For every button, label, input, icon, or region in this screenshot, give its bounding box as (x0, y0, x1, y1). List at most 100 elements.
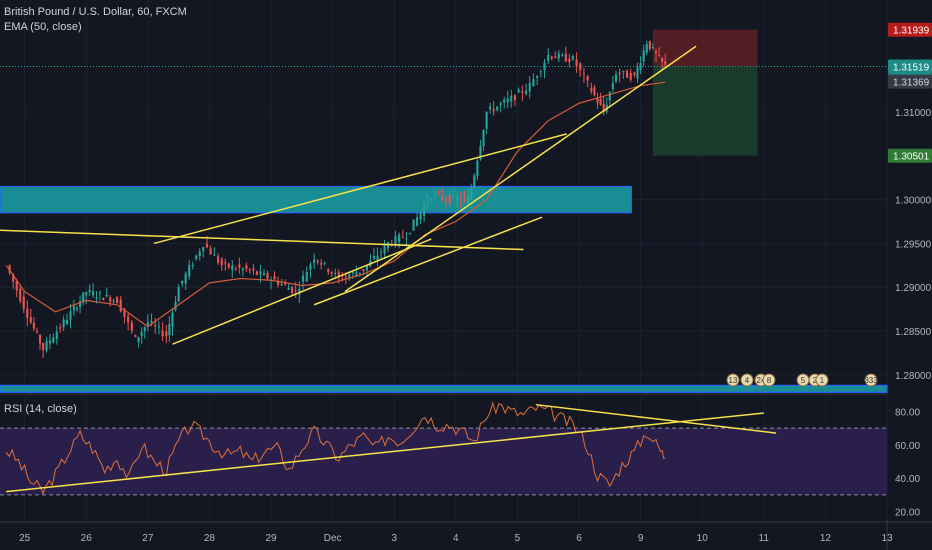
candle-body (348, 274, 351, 280)
candle-body (161, 330, 164, 337)
event-marker-3 (762, 373, 776, 387)
event-marker-6 (815, 373, 829, 387)
candle-body (262, 273, 266, 276)
candle-body (316, 260, 319, 262)
event-count-3: 8 (767, 376, 772, 385)
event-marker-7 (864, 373, 878, 387)
candle-body (648, 40, 651, 50)
candle-body (599, 98, 602, 105)
candle-body (82, 292, 85, 303)
rsi-line (5, 401, 666, 495)
candle-body (379, 251, 383, 253)
candle-body (423, 206, 426, 216)
candle-body (305, 272, 308, 282)
candle-body (622, 70, 625, 72)
candle-body (35, 331, 39, 333)
supply-zone-1 (0, 384, 888, 393)
time-tick-9: 6 (576, 533, 582, 544)
time-tick-12: 11 (759, 533, 770, 544)
candle-body (539, 71, 542, 73)
price-tick-1: 1.28500 (895, 327, 932, 338)
candle-body (313, 259, 316, 263)
candle-body (499, 103, 502, 106)
candle-body (358, 272, 361, 274)
candle-body (284, 283, 287, 285)
trendlines[interactable] (0, 45, 697, 345)
candle-body (280, 283, 283, 285)
candle-body (658, 55, 661, 57)
price-tag-bg-stop (888, 22, 932, 37)
ema-label[interactable]: EMA (50, close) (4, 21, 82, 33)
candle-body (351, 271, 354, 273)
price-tag-last: 1.31519 (893, 63, 930, 74)
candle-body (92, 291, 95, 296)
time-tick-0: 25 (19, 533, 31, 544)
candle-body (401, 237, 404, 239)
candle-body (320, 263, 323, 265)
candle-body (636, 67, 639, 79)
candle-body (195, 255, 198, 260)
rsi-label[interactable]: RSI (14, close) (4, 403, 77, 415)
rsi-trendline-0 (6, 412, 764, 493)
candle-body (205, 243, 209, 248)
position-tool[interactable] (0, 29, 887, 156)
price-tag-bg-target (888, 148, 932, 163)
candle-body (52, 337, 55, 343)
candle-body (476, 160, 479, 177)
time-tick-8: 5 (515, 533, 521, 544)
supply-zone-0 (0, 185, 632, 214)
candle-body (209, 248, 212, 255)
candle-body (405, 238, 408, 240)
rsi-band (0, 428, 887, 495)
candle-body (341, 278, 344, 280)
rsi-tick-3: 80.00 (895, 407, 920, 418)
events[interactable]: 13 4 24 8 5 2 1 333 (726, 373, 878, 387)
take-profit-zone (652, 66, 758, 156)
candle-body (398, 234, 401, 242)
trendline-0 (0, 229, 524, 251)
candle-body (510, 95, 513, 102)
candle-body (309, 264, 312, 270)
rsi-trendline-1 (535, 403, 777, 434)
candle-body (470, 186, 473, 200)
candle-body (596, 98, 599, 103)
candle-body (168, 323, 171, 336)
symbol-title[interactable]: British Pound / U.S. Dollar, 60, FXCM (4, 6, 187, 18)
price-tag-bg-ema (888, 74, 932, 89)
candle-body (639, 63, 642, 70)
candle-body (146, 322, 149, 326)
candle-body (127, 316, 130, 323)
candle-body (602, 103, 605, 112)
candle-body (12, 273, 15, 282)
rsi-tick-1: 40.00 (895, 474, 920, 485)
time-tick-5: Dec (324, 533, 342, 544)
candle-body (582, 73, 585, 75)
candle-body (387, 242, 390, 249)
candle-body (198, 251, 201, 257)
candle-body (532, 79, 535, 86)
time-tick-2: 27 (142, 533, 154, 544)
candle-body (437, 192, 440, 194)
candle-body (323, 262, 326, 264)
candle-body (651, 47, 654, 49)
trendline-2 (172, 238, 432, 345)
candle-body (593, 87, 596, 96)
stop-loss-zone (652, 29, 758, 67)
candle-body (608, 92, 611, 101)
candle-body (26, 308, 29, 318)
candle-body (130, 322, 133, 331)
candle-body (266, 272, 269, 279)
event-count-5: 2 (813, 376, 818, 385)
candle-body (291, 286, 294, 293)
candle-body (554, 56, 557, 59)
ema-line (5, 81, 666, 328)
event-count-4: 5 (801, 376, 806, 385)
candle-body (618, 72, 621, 75)
candle-body (412, 219, 415, 231)
candle-body (485, 111, 488, 129)
ema-50-line (5, 81, 666, 328)
event-count-7: 333 (864, 376, 878, 385)
candle-body (575, 59, 578, 67)
candle-body (496, 106, 499, 111)
